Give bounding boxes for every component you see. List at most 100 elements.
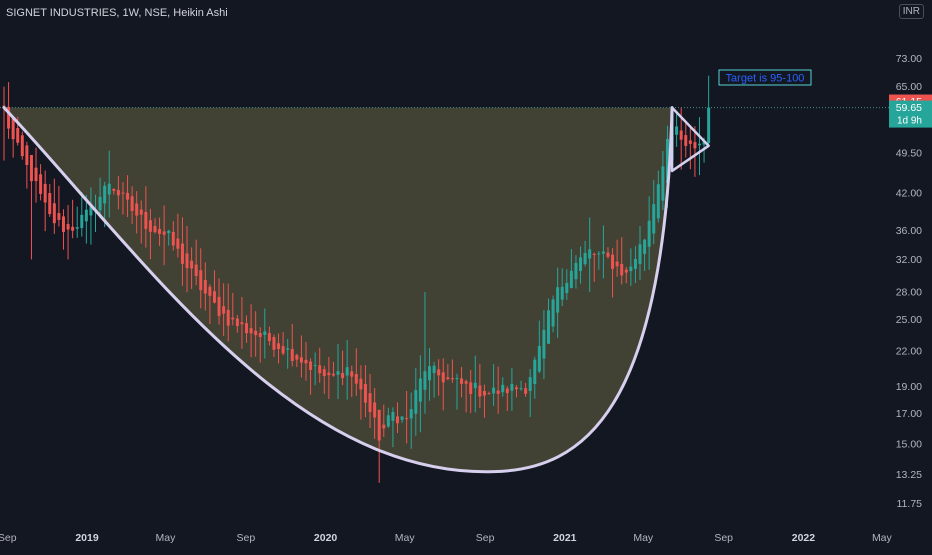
candle-body xyxy=(39,174,43,194)
candle-body xyxy=(588,249,592,259)
candle-body xyxy=(7,106,11,129)
candle-body xyxy=(391,412,395,421)
candle-body xyxy=(217,296,221,316)
candle-body xyxy=(432,365,436,374)
candle-body xyxy=(135,203,139,216)
candle-body xyxy=(505,388,509,394)
candle-body xyxy=(395,416,399,424)
price-tag-countdown: 1d 9h xyxy=(897,116,922,127)
candle-body xyxy=(446,377,450,380)
candle-body xyxy=(702,141,706,145)
candle-body xyxy=(48,193,52,215)
candle-body xyxy=(331,373,335,376)
x-tick-label: May xyxy=(395,532,416,544)
candle-body xyxy=(633,259,637,269)
candle-body xyxy=(579,257,583,271)
candle-body xyxy=(601,251,605,254)
candle-body xyxy=(542,329,546,359)
candle-body xyxy=(464,381,468,384)
candle-body xyxy=(656,184,660,219)
candle-body xyxy=(341,372,345,379)
candle-body xyxy=(84,209,88,222)
candle-body xyxy=(592,253,596,255)
x-tick-label: 2021 xyxy=(553,532,577,544)
candle-body xyxy=(556,287,560,313)
candle-body xyxy=(98,196,102,211)
candle-body xyxy=(620,263,624,276)
candle-body xyxy=(482,390,486,396)
candle-body xyxy=(487,393,491,395)
candle-body xyxy=(66,224,70,230)
candle-body xyxy=(208,286,212,296)
candle-body xyxy=(203,280,207,294)
candle-body xyxy=(167,230,171,234)
candle-body xyxy=(624,269,628,273)
candle-body xyxy=(423,371,427,390)
y-tick-label: 13.25 xyxy=(896,469,922,481)
y-tick-label: 36.00 xyxy=(896,225,922,237)
candle-body xyxy=(460,378,464,384)
candle-body xyxy=(469,382,473,394)
candle-body xyxy=(414,390,418,414)
candle-body xyxy=(107,183,111,195)
candle-body xyxy=(162,231,166,235)
y-tick-label: 22.00 xyxy=(896,345,922,357)
candle-body xyxy=(455,378,459,380)
candle-body xyxy=(583,253,587,265)
candle-body xyxy=(519,388,523,390)
candle-body xyxy=(231,317,235,320)
candle-body xyxy=(34,167,38,182)
candle-body xyxy=(437,369,441,376)
candle-body xyxy=(606,252,610,257)
y-tick-label: 73.00 xyxy=(896,53,922,65)
candle-body xyxy=(363,384,367,403)
candle-body xyxy=(354,373,358,384)
candle-body xyxy=(258,332,262,337)
candle-body xyxy=(643,239,647,254)
x-tick-label: 2020 xyxy=(314,532,338,544)
candle-body xyxy=(130,196,134,211)
candle-body xyxy=(57,213,61,220)
chart-title: SIGNET INDUSTRIES, 1W, NSE, Heikin Ashi xyxy=(6,7,228,19)
candle-body xyxy=(418,378,422,402)
candle-body xyxy=(409,409,413,419)
candle-body xyxy=(112,189,116,191)
candle-body xyxy=(235,318,239,327)
candle-body xyxy=(194,264,198,277)
candle-body xyxy=(615,261,619,267)
candle-body xyxy=(574,262,578,280)
y-tick-label: 28.00 xyxy=(896,286,922,298)
candle-body xyxy=(661,166,665,201)
candle-body xyxy=(665,139,669,183)
candle-body xyxy=(116,189,120,196)
candle-body xyxy=(75,227,79,229)
candle-body xyxy=(25,145,29,165)
candle-body xyxy=(524,388,528,394)
price-tag-current xyxy=(889,100,932,128)
y-tick-label: 19.00 xyxy=(896,381,922,393)
candle-body xyxy=(61,216,65,232)
candle-body xyxy=(546,310,550,344)
candle-body xyxy=(222,306,226,314)
target-box xyxy=(718,69,812,86)
candle-body xyxy=(377,409,381,441)
currency-badge[interactable]: INR xyxy=(898,4,924,19)
candle-body xyxy=(318,365,322,374)
candle-body xyxy=(277,343,281,350)
candle-body xyxy=(126,192,130,200)
x-tick-label: May xyxy=(872,532,893,544)
candle-body xyxy=(249,328,253,334)
candle-body xyxy=(121,192,125,194)
candle-body xyxy=(336,371,340,375)
candle-body xyxy=(290,349,294,361)
candle-body xyxy=(144,212,148,229)
candle-body xyxy=(693,142,697,149)
y-tick-label: 25.00 xyxy=(896,314,922,326)
candle-body xyxy=(629,266,633,272)
candle-body xyxy=(597,253,601,255)
candle-body xyxy=(569,270,573,288)
candle-body xyxy=(405,418,409,420)
candle-body xyxy=(71,226,75,231)
